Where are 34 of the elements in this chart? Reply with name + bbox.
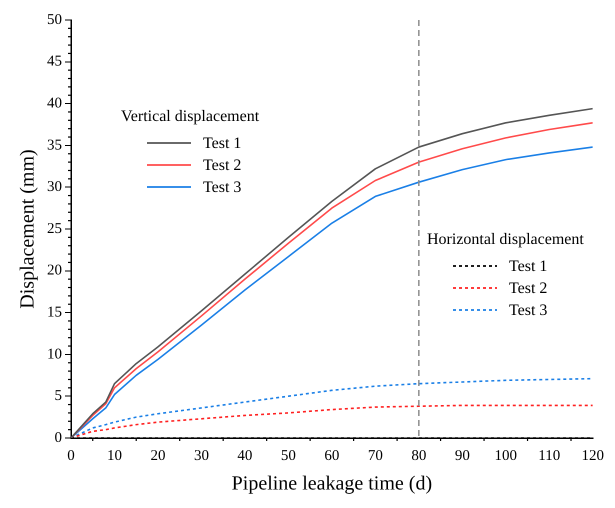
y-tick-label: 45 bbox=[47, 54, 62, 70]
x-tick-label: 50 bbox=[280, 448, 296, 464]
y-tick-label: 40 bbox=[47, 96, 62, 112]
x-tick-label: 40 bbox=[237, 448, 252, 464]
y-axis-title: Displacement (mm) bbox=[16, 149, 38, 309]
y-tick-label: 30 bbox=[47, 179, 62, 196]
x-tick-label: 100 bbox=[494, 448, 518, 464]
x-axis-title: Pipeline leakage time (d) bbox=[232, 472, 432, 494]
y-tick-label: 0 bbox=[54, 430, 62, 446]
x-tick-label: 90 bbox=[454, 448, 470, 464]
x-tick-label: 80 bbox=[411, 448, 426, 464]
legend-label: Test 3 bbox=[203, 179, 242, 196]
y-tick-label: 35 bbox=[47, 137, 62, 154]
legend-label: Test 2 bbox=[509, 280, 548, 298]
x-tick-label: 70 bbox=[368, 448, 383, 464]
x-tick-label: 30 bbox=[194, 448, 209, 464]
x-tick-label: 120 bbox=[582, 448, 604, 464]
y-tick-label: 5 bbox=[54, 388, 62, 404]
y-tick-label: 10 bbox=[47, 346, 62, 362]
legend-label: Test 2 bbox=[203, 157, 242, 174]
x-tick-label: 60 bbox=[324, 448, 340, 464]
annotation: Horizontal displacement bbox=[427, 231, 584, 248]
x-tick-label: 10 bbox=[106, 448, 122, 464]
y-tick-label: 20 bbox=[47, 262, 62, 279]
y-tick-label: 25 bbox=[47, 220, 62, 237]
legend-label: Test 3 bbox=[509, 302, 548, 320]
annotation: Vertical displacement bbox=[121, 108, 260, 126]
y-tick-label: 15 bbox=[47, 304, 62, 321]
legend-label: Test 1 bbox=[509, 258, 548, 276]
legend-label: Test 1 bbox=[203, 135, 242, 152]
x-tick-label: 0 bbox=[67, 448, 75, 464]
x-tick-label: 110 bbox=[538, 448, 560, 464]
x-tick-label: 20 bbox=[150, 448, 166, 464]
y-tick-label: 50 bbox=[47, 12, 62, 28]
